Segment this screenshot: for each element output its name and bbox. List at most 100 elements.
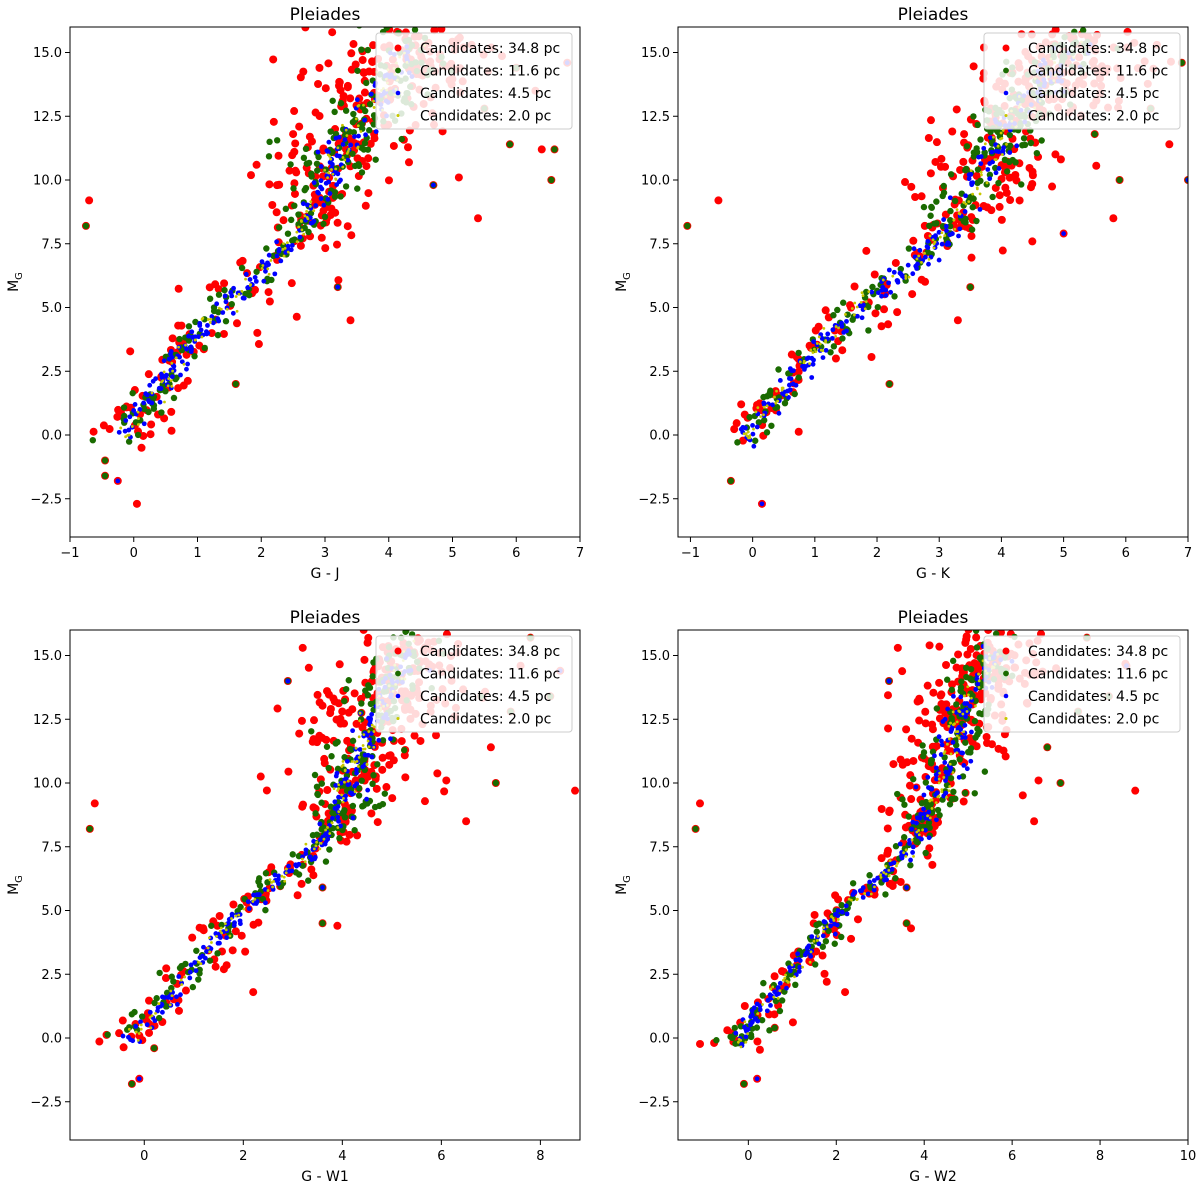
point: [977, 672, 980, 676]
point: [932, 138, 941, 147]
point: [776, 996, 780, 1000]
point: [756, 406, 760, 410]
point: [336, 835, 343, 842]
point: [282, 242, 285, 246]
point: [169, 379, 173, 383]
point: [218, 929, 222, 933]
point: [936, 734, 942, 740]
point: [908, 857, 913, 863]
point: [879, 287, 885, 293]
point: [775, 389, 778, 393]
point: [335, 77, 344, 86]
point: [940, 231, 944, 235]
point: [995, 202, 1004, 211]
point: [208, 936, 211, 940]
point: [232, 920, 237, 926]
point: [228, 946, 237, 955]
point: [353, 790, 357, 794]
x-tick-label: 4: [385, 546, 393, 561]
point: [828, 923, 834, 929]
point: [859, 300, 863, 304]
legend-marker: [1004, 716, 1008, 721]
point: [169, 989, 173, 993]
point: [738, 426, 744, 432]
point: [186, 333, 191, 339]
point: [795, 951, 801, 957]
point: [285, 243, 291, 249]
point: [328, 28, 337, 37]
point: [367, 809, 376, 818]
x-tick-label: 5: [448, 546, 456, 561]
point: [972, 742, 981, 751]
point: [795, 374, 802, 381]
point: [334, 177, 337, 181]
point: [749, 1008, 755, 1014]
point: [197, 960, 200, 964]
point: [358, 169, 366, 176]
point: [171, 369, 174, 373]
point: [873, 885, 876, 889]
point: [902, 851, 906, 855]
point: [237, 903, 244, 911]
point: [859, 315, 865, 321]
point: [228, 301, 235, 308]
x-tick-label: 3: [935, 546, 943, 561]
point: [933, 772, 939, 778]
point: [178, 372, 183, 378]
point: [800, 363, 805, 369]
point: [341, 697, 348, 705]
point: [998, 246, 1007, 255]
point: [904, 848, 908, 852]
point: [206, 318, 210, 321]
y-tick-label: 7.5: [41, 840, 62, 855]
point: [1006, 196, 1015, 205]
point: [924, 133, 933, 142]
point: [197, 955, 203, 961]
point: [187, 975, 193, 981]
point: [1014, 143, 1020, 149]
point: [992, 135, 995, 139]
point: [919, 742, 926, 749]
point: [352, 783, 358, 789]
point: [828, 918, 834, 924]
point: [1001, 145, 1006, 150]
point: [347, 231, 356, 240]
point: [945, 795, 948, 799]
point-outlier: [346, 316, 355, 325]
point: [264, 288, 273, 297]
point: [813, 928, 820, 935]
point: [747, 436, 750, 440]
point: [962, 635, 971, 644]
point: [792, 981, 799, 989]
point: [973, 644, 981, 651]
point: [366, 684, 374, 691]
point: [246, 906, 252, 912]
point-outlier: [150, 1045, 158, 1052]
point: [857, 888, 863, 894]
point: [368, 57, 377, 66]
legend-label: Candidates: 2.0 pc: [420, 712, 551, 728]
point-outlier: [85, 196, 94, 205]
point: [229, 911, 235, 917]
point: [876, 290, 881, 296]
point: [348, 746, 355, 753]
point: [315, 153, 322, 161]
legend-marker: [395, 67, 401, 74]
point-outlier: [1185, 177, 1188, 183]
point: [981, 149, 988, 156]
point: [737, 400, 746, 409]
point: [745, 434, 749, 438]
point-outlier: [128, 1080, 136, 1088]
point: [312, 810, 319, 817]
point: [933, 705, 941, 712]
point: [310, 716, 319, 725]
point: [228, 934, 232, 938]
point: [989, 193, 996, 201]
point: [761, 1003, 764, 1006]
point: [281, 247, 285, 251]
point: [164, 372, 169, 378]
point: [224, 928, 228, 932]
point: [886, 280, 892, 286]
point: [756, 1012, 760, 1016]
